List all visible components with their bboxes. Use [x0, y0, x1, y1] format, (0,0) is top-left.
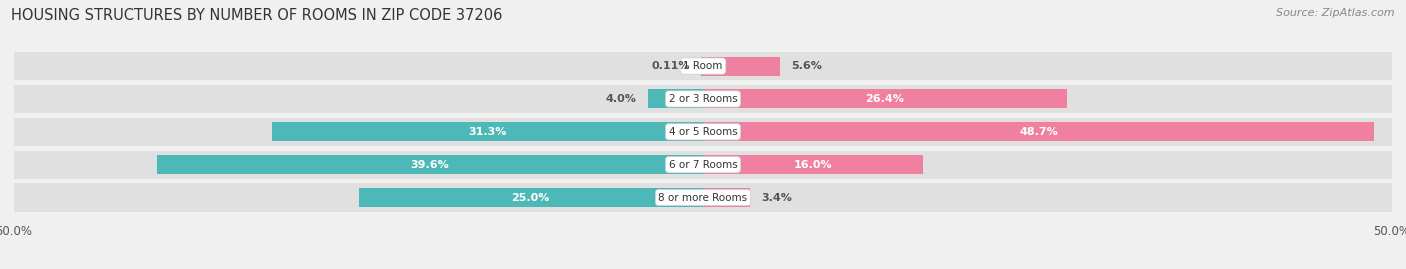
Text: 5.6%: 5.6%	[792, 61, 823, 71]
Bar	[271, 122, 703, 141]
Text: 8 or more Rooms: 8 or more Rooms	[658, 193, 748, 203]
Bar	[702, 56, 703, 76]
Text: 1 Room: 1 Room	[683, 61, 723, 71]
Bar	[14, 85, 1392, 113]
Text: 4 or 5 Rooms: 4 or 5 Rooms	[669, 127, 737, 137]
Bar	[703, 89, 1067, 108]
Text: 0.11%: 0.11%	[652, 61, 690, 71]
Text: 25.0%: 25.0%	[512, 193, 550, 203]
Text: 31.3%: 31.3%	[468, 127, 506, 137]
Bar	[648, 89, 703, 108]
Text: 4.0%: 4.0%	[606, 94, 637, 104]
Bar	[359, 188, 703, 207]
Bar	[14, 183, 1392, 212]
Text: 26.4%: 26.4%	[866, 94, 904, 104]
Text: 39.6%: 39.6%	[411, 160, 450, 170]
Text: 3.4%: 3.4%	[761, 193, 792, 203]
Bar	[157, 155, 703, 174]
Text: 16.0%: 16.0%	[794, 160, 832, 170]
Text: HOUSING STRUCTURES BY NUMBER OF ROOMS IN ZIP CODE 37206: HOUSING STRUCTURES BY NUMBER OF ROOMS IN…	[11, 8, 502, 23]
Bar	[703, 122, 1374, 141]
Text: 2 or 3 Rooms: 2 or 3 Rooms	[669, 94, 737, 104]
Bar	[703, 188, 749, 207]
Bar	[14, 52, 1392, 80]
Text: 48.7%: 48.7%	[1019, 127, 1057, 137]
Text: Source: ZipAtlas.com: Source: ZipAtlas.com	[1277, 8, 1395, 18]
Bar	[703, 56, 780, 76]
Bar	[703, 155, 924, 174]
Bar	[14, 118, 1392, 146]
Bar	[14, 151, 1392, 179]
Text: 6 or 7 Rooms: 6 or 7 Rooms	[669, 160, 737, 170]
